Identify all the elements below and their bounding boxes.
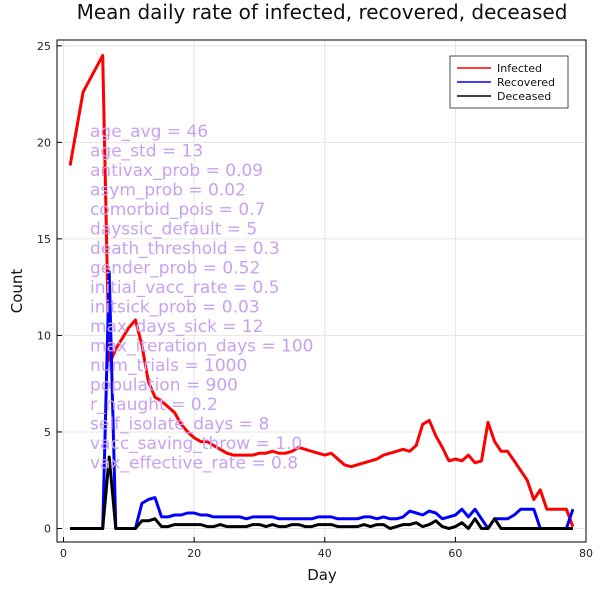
annotation-text: r_naught = 0.2 xyxy=(90,395,218,415)
x-axis-label: Day xyxy=(307,566,337,584)
annotation-text: self_isolate_days = 8 xyxy=(90,415,269,435)
annotation-text: gender_prob = 0.52 xyxy=(90,259,260,279)
y-axis-label: Count xyxy=(8,269,26,314)
y-tick-label: 5 xyxy=(44,426,51,439)
y-axis-ticks: 0 5 10 15 20 25 xyxy=(37,40,62,535)
legend-label: Infected xyxy=(497,62,542,75)
annotation-text: dayssic_default = 5 xyxy=(90,220,257,240)
annotation-text: vacc_saving_throw = 1.0 xyxy=(90,434,302,454)
series-lines xyxy=(68,53,575,530)
annotation-text: population = 900 xyxy=(90,376,238,396)
chart-title: Mean daily rate of infected, recovered, … xyxy=(77,0,568,24)
annotation-text: initsick_prob = 0.03 xyxy=(90,298,260,318)
annotation-text: vax_effective_rate = 0.8 xyxy=(90,454,298,474)
legend-label: Deceased xyxy=(497,90,551,103)
y-tick-label: 15 xyxy=(37,233,51,246)
y-tick-label: 20 xyxy=(37,136,51,149)
annotation-text: max_days_sick = 12 xyxy=(90,317,264,337)
annotation-text: num_trials = 1000 xyxy=(90,356,247,376)
plot-frame xyxy=(56,39,587,543)
x-axis-ticks: 0 20 40 60 80 xyxy=(60,537,593,560)
annotation-text: initial_vacc_rate = 0.5 xyxy=(90,278,280,298)
annotation-text: age_std = 13 xyxy=(90,142,203,162)
x-tick-label: 20 xyxy=(187,547,201,560)
series-line-deceased xyxy=(70,455,573,530)
y-tick-label: 0 xyxy=(44,522,51,535)
x-tick-label: 60 xyxy=(448,547,462,560)
legend-label: Recovered xyxy=(497,76,555,89)
x-tick-label: 0 xyxy=(60,547,67,560)
annotation-text: death_threshold = 0.3 xyxy=(90,239,280,259)
y-tick-label: 25 xyxy=(37,40,51,53)
series-line-infected xyxy=(68,53,575,528)
annotation-text: asym_prob = 0.02 xyxy=(90,181,246,201)
annotation-text: age_avg = 46 xyxy=(90,122,208,142)
grid-lines xyxy=(57,40,587,542)
annotation-text: comorbid_pois = 0.7 xyxy=(90,200,265,220)
x-tick-label: 80 xyxy=(579,547,593,560)
annotation-text: max_iteration_days = 100 xyxy=(90,337,313,357)
x-tick-label: 40 xyxy=(318,547,332,560)
annotation-text: antivax_prob = 0.09 xyxy=(90,161,263,181)
y-tick-label: 10 xyxy=(37,329,51,342)
